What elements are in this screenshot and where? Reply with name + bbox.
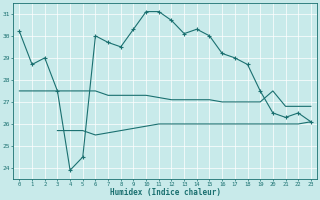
X-axis label: Humidex (Indice chaleur): Humidex (Indice chaleur): [110, 188, 220, 197]
